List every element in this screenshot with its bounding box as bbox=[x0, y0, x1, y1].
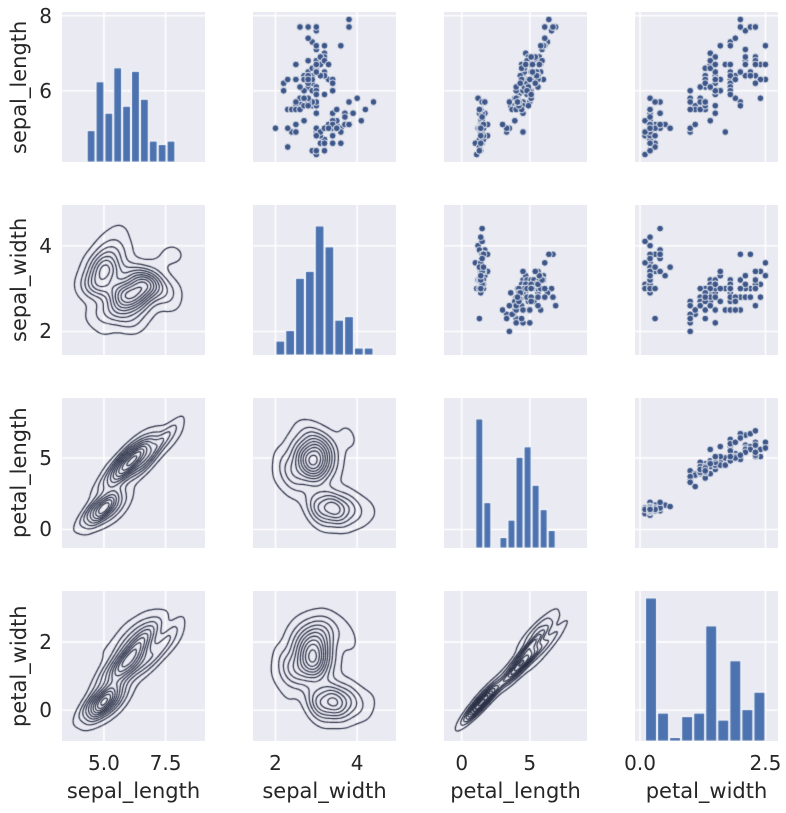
x-axis-label-sepal_length: sepal_length bbox=[66, 779, 201, 803]
cell-histogram-petal_length bbox=[444, 398, 587, 548]
cell-histogram-sepal_length bbox=[62, 12, 205, 162]
x-axis-label-sepal_width: sepal_width bbox=[262, 779, 387, 803]
cell-scatter-petal_width-vs-sepal_width bbox=[635, 205, 778, 355]
cell-scatter-petal_length-vs-sepal_width bbox=[444, 205, 587, 355]
x-tick-label: 7.5 bbox=[149, 751, 182, 775]
cell-scatter-sepal_width-vs-sepal_length bbox=[253, 12, 396, 162]
cell-kde-sepal_length-vs-sepal_width bbox=[62, 205, 205, 355]
x-axis-label-petal_length: petal_length bbox=[450, 779, 581, 803]
y-tick-label: 0 bbox=[39, 517, 52, 542]
cell-kde-petal_length-vs-petal_width bbox=[444, 591, 587, 741]
cell-histogram-sepal_width bbox=[253, 205, 396, 355]
y-tick-label: 8 bbox=[39, 3, 52, 28]
y-tick-label: 6 bbox=[39, 78, 52, 103]
x-tick-label: 2 bbox=[269, 751, 282, 775]
x-tick-label: 4 bbox=[350, 751, 364, 775]
x-tick-label: 0.0 bbox=[624, 751, 656, 775]
y-tick-label: 5 bbox=[39, 446, 52, 470]
x-tick-label: 5.0 bbox=[88, 751, 120, 775]
y-tick-label: 4 bbox=[39, 233, 52, 258]
cell-scatter-petal_width-vs-petal_length bbox=[635, 398, 778, 548]
y-tick-label: 0 bbox=[39, 698, 52, 723]
y-tick-label: 2 bbox=[39, 630, 52, 655]
x-tick-label: 5 bbox=[523, 751, 537, 775]
x-tick-label: 2.5 bbox=[749, 751, 782, 775]
cell-scatter-petal_width-vs-sepal_length bbox=[635, 12, 778, 162]
cell-kde-sepal_width-vs-petal_width bbox=[253, 591, 396, 741]
cell-kde-sepal_length-vs-petal_length bbox=[62, 398, 205, 548]
y-tick-label: 2 bbox=[39, 319, 52, 344]
x-axis-label-petal_width: petal_width bbox=[645, 779, 768, 803]
cell-kde-sepal_width-vs-petal_length bbox=[253, 398, 396, 548]
cell-kde-sepal_length-vs-petal_width bbox=[62, 591, 205, 741]
cell-scatter-petal_length-vs-sepal_length bbox=[444, 12, 587, 162]
x-tick-label: 0 bbox=[455, 751, 469, 775]
cell-histogram-petal_width bbox=[635, 591, 778, 741]
